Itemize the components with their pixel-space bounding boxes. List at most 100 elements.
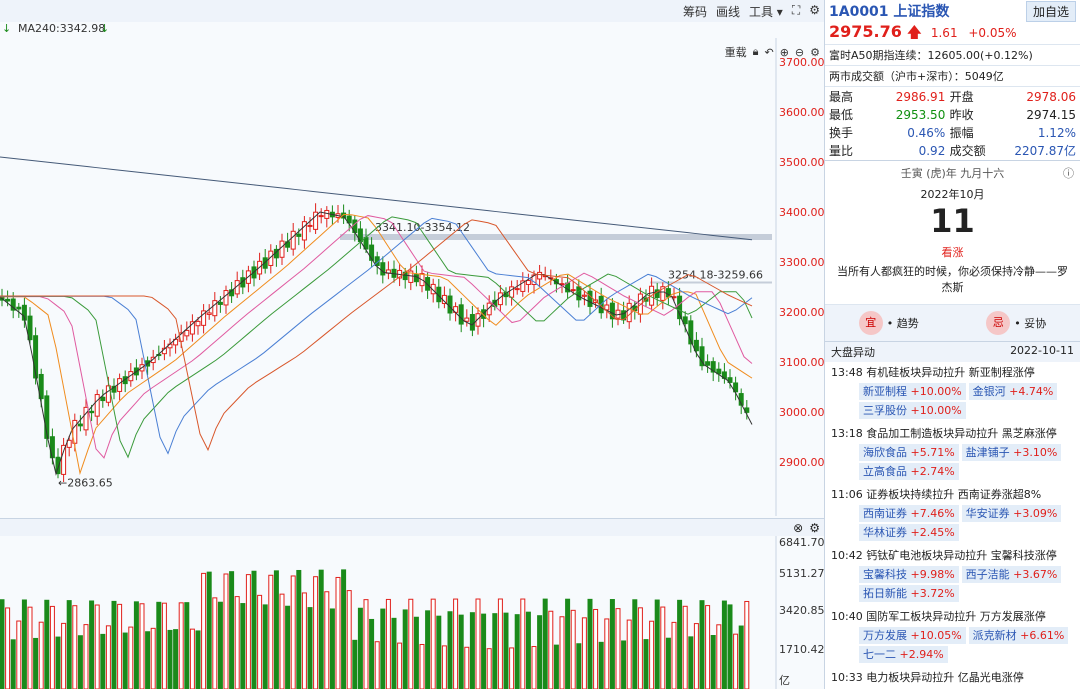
volume-tick: 1710.42	[779, 643, 824, 656]
lunar-date: 壬寅 (虎)年 九月十六	[900, 167, 1005, 180]
move-item[interactable]: 13:48 有机硅板块异动拉升 新亚制程涨停 新亚制程 +10.00% 金银河 +4…	[825, 362, 1080, 423]
candle-body	[587, 290, 593, 307]
stock-chip[interactable]: 拓日新能 +3.72%	[859, 585, 959, 602]
volume-bar	[44, 599, 50, 689]
volume-bar	[654, 599, 660, 689]
undo-icon[interactable]: ↶	[764, 45, 774, 59]
volume-bar	[693, 623, 699, 689]
move-time: 10:33	[831, 671, 863, 684]
volume-bar	[727, 604, 733, 689]
candle-body	[458, 304, 464, 325]
volume-bar	[234, 596, 240, 689]
settings-icon[interactable]: ⚙	[810, 45, 820, 59]
volume-bar	[649, 620, 655, 689]
stock-chip[interactable]: 华安证券 +3.09%	[961, 505, 1062, 522]
stock-chip[interactable]: 海欣食品 +5.71%	[859, 444, 959, 461]
volume-bar	[643, 639, 649, 689]
draw-line-button[interactable]: 画线	[715, 5, 740, 19]
band-label: 3341.10-3354.12	[375, 221, 470, 234]
lock-icon[interactable]: 🔒︎	[752, 45, 759, 58]
add-watchlist-button[interactable]: 加自选	[1025, 0, 1076, 22]
candle-body	[94, 394, 100, 417]
bad-text: • 妥协	[1014, 317, 1047, 330]
ma240-label: MA240:3342.98	[18, 22, 106, 35]
ma-line	[0, 217, 753, 455]
candle-body	[369, 244, 375, 261]
verdict: 看涨	[941, 246, 964, 259]
candle-body	[89, 410, 95, 414]
stock-chip[interactable]: 华林证券 +2.45%	[859, 524, 959, 541]
candle-body	[716, 368, 722, 375]
candle-body	[525, 280, 531, 285]
stock-chip[interactable]: 盐津铺子 +3.10%	[961, 444, 1062, 461]
volume-bar	[458, 614, 464, 689]
volume-bar	[318, 569, 324, 689]
volume-bar	[184, 602, 190, 689]
price-tick: 3300.00	[779, 256, 824, 269]
volume-bar	[464, 646, 470, 689]
volume-bar	[553, 644, 559, 689]
kline-chart[interactable]: 3700.00 3600.00 3500.00 3400.00 3300.00 3200.…	[0, 38, 824, 516]
settings-icon[interactable]: ⚙	[809, 521, 820, 535]
chips-button[interactable]: 筹码	[682, 5, 707, 19]
stock-chip[interactable]: 宝馨科技 +9.98%	[859, 566, 959, 583]
volume-bar	[206, 571, 212, 689]
stock-chip[interactable]: 西子洁能 +3.67%	[961, 566, 1062, 583]
rights-button[interactable]: 重载	[724, 46, 747, 59]
candle-body	[581, 294, 587, 297]
volume-bar	[716, 624, 722, 689]
stock-chip[interactable]: 七一二 +2.94%	[859, 646, 948, 663]
stock-chip[interactable]: 新亚制程 +10.00%	[859, 383, 966, 400]
volume-bar	[363, 599, 369, 689]
resistance-band	[650, 281, 772, 284]
candle-body	[27, 315, 33, 341]
volume-bar	[374, 641, 380, 689]
zoom-out-icon[interactable]: ⊖	[794, 45, 805, 59]
arrow-down-icon: ↓	[2, 22, 12, 35]
move-item[interactable]: 10:40 国防军工板块异动拉升 万方发展涨停 万方发展 +10.05% 派克新材 …	[825, 606, 1080, 667]
volume-bar	[66, 600, 72, 689]
volume-bar	[436, 615, 442, 689]
move-item[interactable]: 11:06 证券板块持续拉升 西南证券涨超8% 西南证券 +7.46% 华安证券 +…	[825, 484, 1080, 545]
stock-chip[interactable]: 万方发展 +10.05%	[859, 627, 966, 644]
candle-body	[486, 302, 492, 316]
stock-chip[interactable]: 派克新材 +6.61%	[968, 627, 1069, 644]
move-item[interactable]: 10:42 钙钛矿电池板块异动拉升 宝馨科技涨停 宝馨科技 +9.98% 西子洁能 …	[825, 545, 1080, 606]
close-icon[interactable]: ⊗	[793, 521, 804, 535]
candle-body	[61, 444, 67, 475]
stock-name: 上证指数	[893, 4, 950, 20]
volume-bar	[296, 569, 302, 689]
price-tick: 3500.00	[779, 156, 824, 169]
volume-bar	[447, 611, 453, 689]
candle-body	[430, 283, 436, 295]
volume-chart[interactable]: 6841.70 5131.27 3420.85 1710.42 亿	[0, 536, 824, 689]
volume-bar	[682, 605, 688, 689]
stock-chip[interactable]: 立高食品 +2.74%	[859, 463, 959, 480]
fullscreen-icon[interactable]: ⛶	[791, 3, 801, 17]
ma-line	[0, 213, 753, 476]
volume-bar	[632, 599, 638, 689]
info-icon[interactable]: ⓘ	[1063, 167, 1074, 180]
volume-bar	[117, 603, 123, 689]
candle-body	[201, 310, 207, 326]
zoom-in-icon[interactable]: ⊕	[779, 45, 789, 59]
candle-body	[318, 215, 324, 218]
move-item[interactable]: 13:18 食品加工制造板块异动拉升 黑芝麻涨停 海欣食品 +5.71% 盐津铺子 …	[825, 423, 1080, 484]
stock-chip[interactable]: 金银河 +4.74%	[968, 383, 1058, 400]
volume-bar	[212, 597, 218, 689]
stat-label: 最低	[829, 108, 854, 122]
volume-bar	[346, 590, 352, 689]
candle-body	[55, 456, 61, 475]
move-item[interactable]: 10:33 电力板块异动拉升 亿晶光电涨停	[825, 667, 1080, 689]
stat-value: 2986.91	[895, 90, 946, 104]
stock-chip[interactable]: 西南证券 +7.46%	[859, 505, 959, 522]
volume-bar	[10, 639, 16, 689]
stock-chip[interactable]: 三孚股份 +10.00%	[859, 402, 966, 419]
price-tick: 2900.00	[779, 456, 824, 469]
candle-body	[290, 230, 296, 250]
settings-icon[interactable]: ⚙	[809, 3, 820, 17]
tools-menu[interactable]: 工具 ▾	[748, 5, 783, 19]
volume-bar	[559, 616, 565, 689]
moves-list: 13:48 有机硅板块异动拉升 新亚制程涨停 新亚制程 +10.00% 金银河 +4…	[825, 362, 1080, 689]
volume-bar	[145, 631, 151, 689]
